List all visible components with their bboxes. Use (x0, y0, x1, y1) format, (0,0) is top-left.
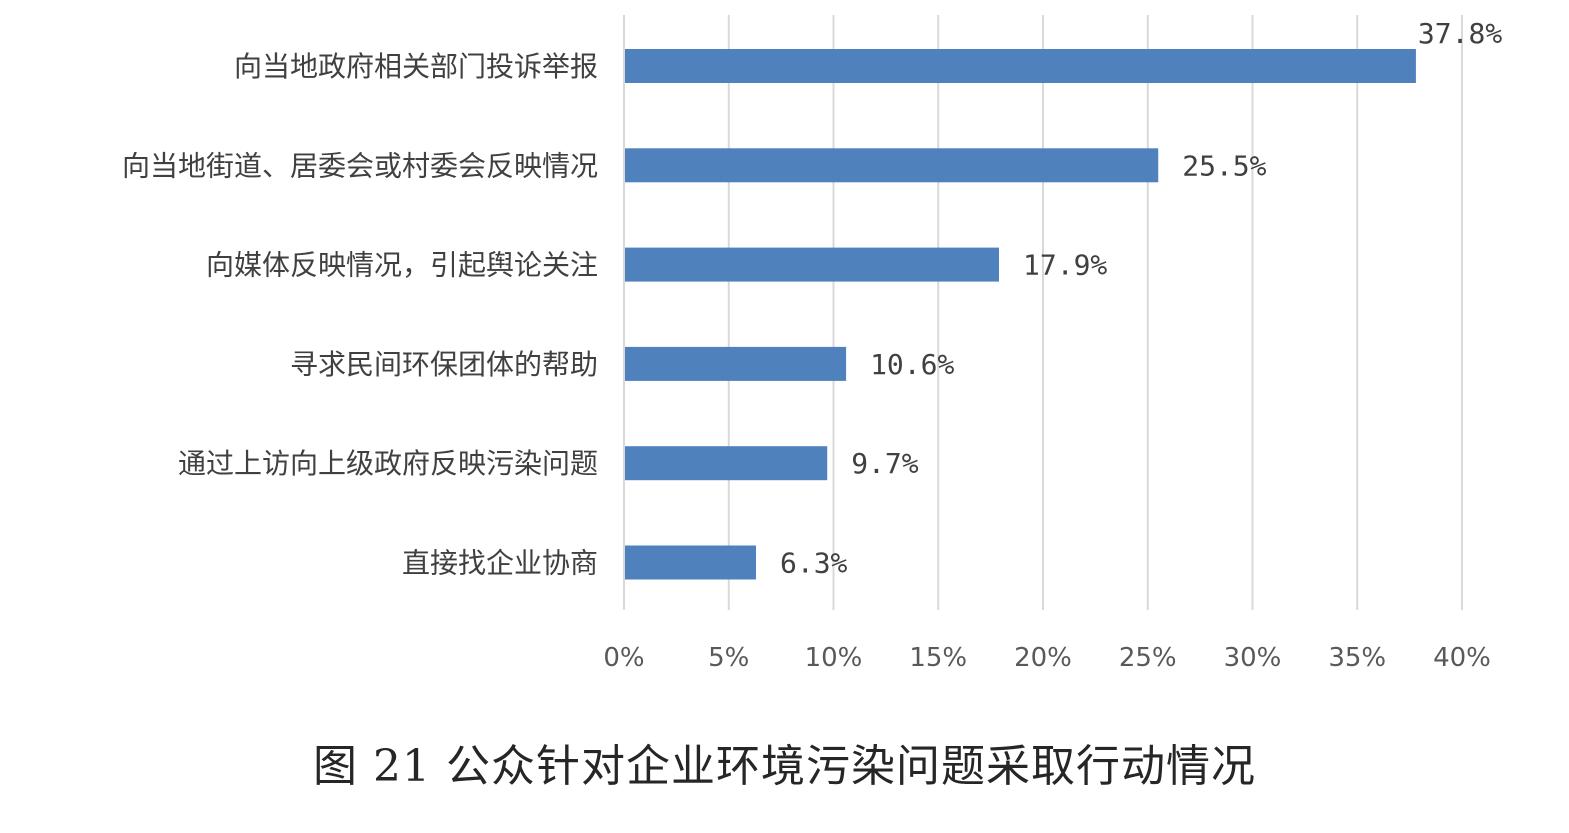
x-tick-label: 30% (1224, 643, 1282, 673)
bar (625, 446, 828, 481)
data-label: 17.9% (1023, 249, 1107, 282)
x-tick-label: 10% (805, 643, 863, 673)
category-label: 直接找企业协商 (402, 547, 598, 580)
x-tick-labels: 0% 5% 10% 15% 20% 25% 30% 35% 40% (603, 643, 1491, 673)
x-tick-label: 40% (1433, 643, 1491, 673)
category-labels: 向当地政府相关部门投诉举报向当地街道、居委会或村委会反映情况向媒体反映情况，引起… (122, 50, 598, 580)
data-label: 25.5% (1182, 149, 1266, 182)
data-label: 9.7% (851, 447, 919, 480)
category-label: 通过上访向上级政府反映污染问题 (178, 447, 598, 480)
bar (625, 346, 847, 381)
category-label: 向媒体反映情况，引起舆论关注 (206, 249, 598, 282)
bar (625, 545, 756, 580)
x-tick-label: 5% (708, 643, 749, 673)
x-tick-label: 15% (909, 643, 967, 673)
bar (625, 49, 1416, 83)
bar (625, 247, 1000, 282)
grid-lines (623, 15, 1463, 610)
bar-chart: 向当地政府相关部门投诉举报向当地街道、居委会或村委会反映情况向媒体反映情况，引起… (122, 15, 1502, 673)
category-label: 寻求民间环保团体的帮助 (290, 348, 598, 381)
category-label: 向当地街道、居委会或村委会反映情况 (122, 149, 598, 182)
data-label: 37.8% (1418, 17, 1502, 50)
x-tick-label: 20% (1014, 643, 1072, 673)
x-tick-label: 25% (1119, 643, 1177, 673)
figure-caption: 图 21 公众针对企业环境污染问题采取行动情况 (313, 741, 1256, 792)
data-label: 6.3% (780, 547, 848, 580)
data-labels: 37.8% 25.5% 17.9% 10.6% 9.7% 6.3% (780, 17, 1502, 580)
x-tick-label: 35% (1328, 643, 1386, 673)
x-tick-label: 0% (603, 643, 644, 673)
bars (625, 49, 1416, 580)
data-label: 10.6% (870, 348, 954, 381)
category-label: 向当地政府相关部门投诉举报 (234, 50, 598, 83)
bar (625, 148, 1159, 183)
